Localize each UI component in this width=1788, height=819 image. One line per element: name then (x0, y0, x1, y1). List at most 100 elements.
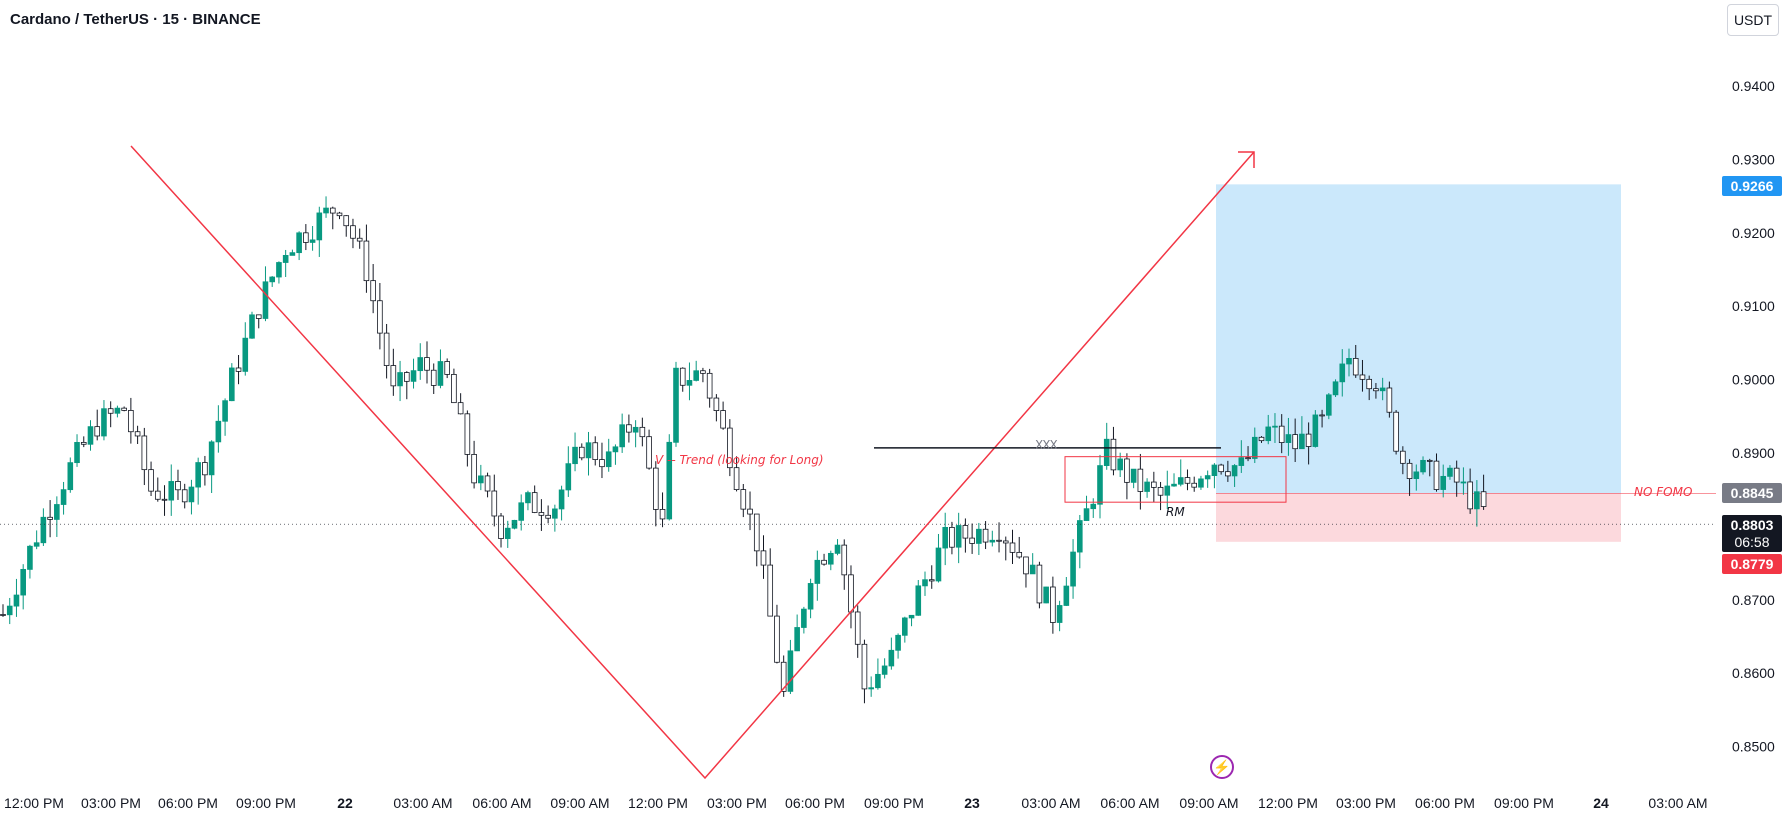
candle-body (774, 615, 780, 663)
candle-body (269, 276, 275, 283)
rm-note[interactable]: RM (1166, 505, 1185, 519)
y-tick-label: 0.8600 (1732, 665, 1775, 681)
xxx-note[interactable]: XXX (1035, 438, 1058, 452)
candle-body (235, 367, 242, 372)
candle-body (370, 280, 376, 302)
candle-body (1124, 458, 1130, 483)
supply-rectangle (1064, 456, 1287, 503)
entry-price-tag: 0.8845 (1722, 483, 1782, 503)
no-fomo-note[interactable]: NO FOMO (1634, 485, 1693, 499)
candle-body (289, 252, 296, 256)
y-tick-label: 0.9400 (1732, 78, 1775, 94)
candle-body (161, 498, 168, 501)
candle-body (195, 462, 201, 488)
candle-body (565, 463, 572, 491)
candle-body (1117, 458, 1123, 471)
stop-zone (1216, 493, 1621, 542)
candle-body (834, 544, 841, 554)
candle-body (935, 547, 942, 582)
candle-body (1063, 585, 1070, 606)
x-tick-label: 06:00 PM (1415, 795, 1475, 811)
candle-body (1379, 387, 1386, 392)
candle-body (1083, 508, 1090, 521)
candle-body (329, 207, 336, 214)
candle-body (188, 486, 195, 503)
candle-body (47, 516, 53, 520)
candle-body (827, 552, 834, 565)
candle-body (33, 542, 40, 547)
candle-body (1151, 481, 1157, 488)
x-tick-label: 06:00 PM (158, 795, 218, 811)
candle-body (727, 427, 733, 469)
candle-body (982, 528, 989, 543)
candle-body (955, 525, 962, 548)
x-tick-label: 03:00 PM (707, 795, 767, 811)
lightning-bolt-icon[interactable]: ⚡ (1210, 755, 1234, 779)
candle-body (1299, 433, 1305, 450)
arrow-head (1238, 151, 1255, 168)
candle-body (1258, 436, 1265, 442)
candle-body (881, 665, 888, 675)
candle-body (1305, 433, 1312, 447)
x-tick-label: 12:00 PM (4, 795, 64, 811)
candle-body (336, 212, 343, 217)
x-tick-label: 12:00 PM (628, 795, 688, 811)
target-price-tag: 0.9266 (1722, 176, 1782, 196)
candle-body (397, 372, 403, 387)
candle-body (1447, 467, 1453, 477)
candle-body (60, 489, 67, 505)
candle-body (969, 537, 975, 544)
candle-body (316, 212, 323, 241)
candle-body (1023, 556, 1029, 575)
candle-body (168, 481, 175, 501)
candle-body (20, 568, 26, 596)
candle-body (928, 579, 935, 582)
currency-button[interactable]: USDT (1727, 4, 1779, 36)
candle-body (686, 380, 693, 386)
x-tick-label: 09:00 PM (1494, 795, 1554, 811)
candle-body (390, 365, 397, 387)
candle-body (457, 402, 464, 415)
candle-body (1346, 358, 1352, 365)
candle-body (1177, 477, 1184, 485)
candle-body (504, 527, 511, 539)
symbol-title[interactable]: Cardano / TetherUS · 15 · BINANCE (10, 11, 261, 28)
candle-body (13, 594, 20, 607)
candle-body (54, 504, 60, 520)
candle-body (282, 254, 289, 263)
candle-body (222, 400, 228, 422)
trend-note[interactable]: V -- Trend (looking for Long) (655, 453, 824, 467)
candle-body (659, 509, 666, 520)
candle-body (323, 207, 329, 214)
candle-body (154, 490, 161, 500)
candle-body (128, 410, 134, 433)
candle-body (444, 361, 450, 375)
candle-body (875, 673, 881, 689)
candle-body (451, 374, 457, 404)
candle-body (471, 454, 477, 484)
y-tick-label: 0.8700 (1732, 592, 1775, 608)
candle-body (491, 490, 498, 517)
candle-body (343, 215, 350, 227)
candle-body (1238, 457, 1245, 466)
candle-body (1474, 491, 1480, 510)
candle-body (1251, 436, 1258, 459)
y-tick-label: 0.9300 (1732, 151, 1775, 167)
y-tick-label: 0.9000 (1732, 372, 1775, 388)
x-tick-label: 03:00 PM (1336, 795, 1396, 811)
candle-body (363, 240, 370, 282)
candle-body (531, 492, 538, 513)
candle-body (1326, 394, 1332, 416)
y-tick-label: 0.8500 (1732, 739, 1775, 755)
candle-body (101, 408, 107, 437)
candle-body (1211, 464, 1218, 477)
candle-body (902, 617, 908, 636)
candle-body (868, 687, 874, 690)
x-tick-label: 09:00 AM (550, 795, 609, 811)
candle-body (134, 431, 141, 437)
candle-body (632, 426, 639, 433)
x-tick-label: 09:00 PM (236, 795, 296, 811)
candle-body (255, 314, 262, 319)
x-tick-label: 06:00 AM (472, 795, 531, 811)
